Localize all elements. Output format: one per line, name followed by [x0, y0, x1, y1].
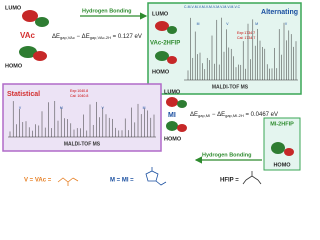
homo-label: HOMO [5, 63, 23, 69]
sequence: C-M-V-M-V-M-V-M-V-M-V-M-V-M-V-C [184, 5, 241, 9]
peak-label: V [226, 22, 229, 26]
eq-part: gap,VAc-2H [90, 35, 111, 40]
peak-label: M [60, 106, 63, 110]
eq-part: ΔE [190, 112, 198, 118]
lumo-label: LUMO [164, 89, 181, 95]
eq-part: gap,MI-2H [225, 113, 244, 118]
peak-label: V [102, 106, 105, 110]
m-label: M = MI = [110, 178, 134, 184]
arrow-label: Hydrogen Bonding [202, 152, 252, 158]
box-title: Alternating [261, 9, 298, 16]
equation-vac: ΔEgap,VAc − ΔEgap,VAc-2H = 0.127 eV [52, 34, 142, 40]
lumo-label: LUMO [152, 11, 169, 17]
v-label: V = VAc = [24, 178, 52, 184]
box-title: Statistical [7, 91, 40, 98]
exp-label: Exp:1040.8 [70, 89, 88, 93]
equation-mi: ΔEgap,MI − ΔEgap,MI-2H = 0.0467 eV [190, 112, 278, 118]
arrow-label: Hydrogen Bonding [82, 8, 132, 14]
vac-orbitals: LUMO VAc HOMO [5, 5, 49, 69]
eq-part: − ΔE [210, 112, 225, 118]
lumo-label: LUMO [5, 5, 22, 11]
homo-label: HOMO [164, 136, 182, 142]
eq-part: gap,VAc [60, 35, 75, 40]
homo-label: HOMO [273, 162, 291, 168]
alternating-box: Alternating C-M-V-M-V-M-V-M-V-M-V-M-V-M-… [147, 2, 302, 95]
peak-label: M [143, 106, 146, 110]
hfip-label: HFIP = [220, 178, 239, 184]
peak-label: M [255, 22, 258, 26]
structure-legend: V = VAc = M = MI = HFIP = [24, 167, 262, 186]
eq-part: = 0.127 eV [111, 34, 142, 40]
eq-part: ΔE [52, 34, 60, 40]
eq-part: − ΔE [75, 34, 90, 40]
mi-label: MI [168, 112, 176, 119]
complex-label: MI-2HFIP [270, 121, 294, 127]
ms-label: MALDI-TOF MS [64, 141, 101, 147]
peak-label: M [197, 22, 200, 26]
exp-label: Exp:1734.7 [237, 31, 255, 35]
peak-label: V [19, 106, 22, 110]
vac-label: VAc [20, 31, 36, 40]
peak-label: V [285, 22, 288, 26]
cal-label: Cal: 1734.7 [237, 36, 255, 40]
graphical-abstract: LUMO VAc HOMO Hydrogen Bonding ΔEgap,VAc… [2, 2, 302, 186]
mi-complex: MI-2HFIP HOMO [263, 117, 301, 171]
eq-part: = 0.0467 eV [244, 112, 278, 118]
complex-label: VAc-2HFIP [150, 41, 180, 47]
eq-part: gap,MI [198, 113, 210, 118]
homo-label: HOMO [152, 69, 170, 75]
cal-label: Cal: 1040.8 [70, 94, 88, 98]
ms-label: MALDI-TOF MS [212, 84, 249, 90]
mi-orbitals: LUMO MI HOMO [164, 89, 187, 142]
